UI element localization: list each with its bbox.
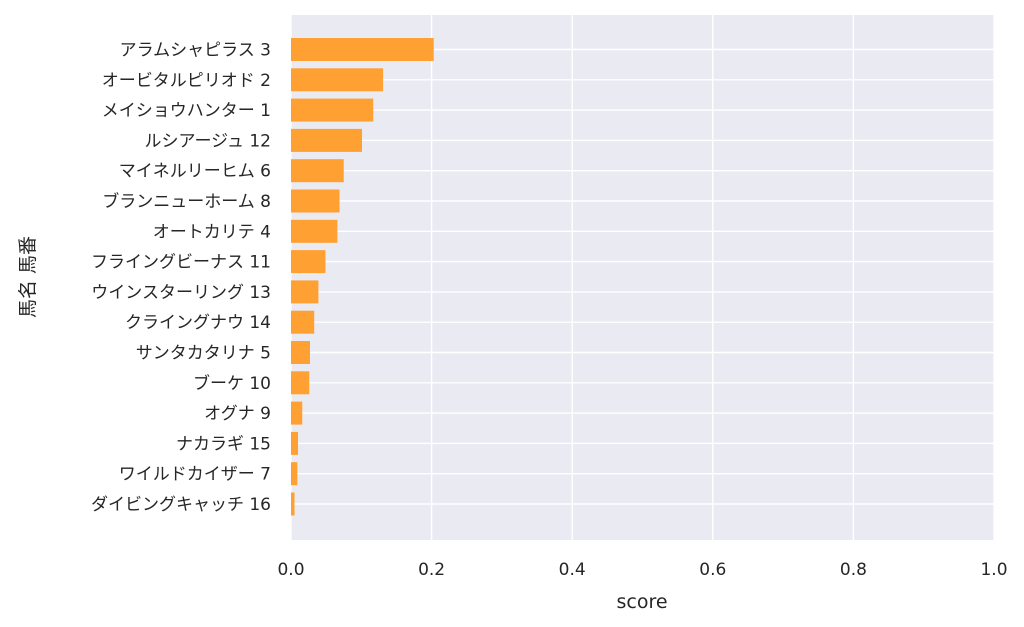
y-axis-title: 馬名 馬番 [17, 236, 39, 318]
x-tick-label: 0.8 [840, 560, 867, 580]
bar [291, 371, 310, 395]
bar [291, 68, 384, 92]
y-tick-label: オグナ 9 [204, 404, 271, 424]
bars [291, 38, 434, 516]
bar [291, 462, 298, 486]
x-tick-label: 1.0 [980, 560, 1007, 580]
bar [291, 431, 299, 455]
x-axis-title: score [616, 591, 667, 613]
y-tick-label: ナカラギ 15 [176, 434, 271, 454]
bar [291, 401, 303, 425]
y-tick-label: メイショウハンター 1 [102, 101, 271, 121]
y-tick-label: クライングナウ 14 [125, 313, 271, 333]
x-tick-label: 0.2 [418, 560, 445, 580]
y-tick-label: ブーケ 10 [193, 373, 271, 394]
bar [291, 280, 319, 304]
y-tick-label: フライングビーナス 11 [91, 253, 271, 273]
y-tick-label: ルシアージュ 12 [145, 131, 272, 151]
x-tick-label: 0.4 [559, 560, 586, 580]
bar [291, 98, 374, 122]
y-tick-label: ウインスターリング 13 [91, 283, 271, 303]
x-tick-label: 0.0 [277, 560, 304, 580]
y-tick-label: マイネルリーヒム 6 [119, 162, 271, 182]
y-tick-label: ブランニューホーム 8 [102, 191, 271, 212]
bar [291, 492, 295, 516]
bar [291, 38, 434, 61]
y-tick-label: アラムシャピラス 3 [120, 41, 271, 61]
bar [291, 128, 363, 152]
bar [291, 219, 338, 243]
bar [291, 341, 310, 364]
bar [291, 250, 326, 274]
y-tick-label: サンタカタリナ 5 [136, 344, 271, 364]
bar [291, 189, 340, 213]
y-tick-labels: アラムシャピラス 3 オービタルピリオド 2 メイショウハンター 1 ルシアージュ 1… [91, 41, 271, 516]
y-tick-label: オービタルピリオド 2 [102, 71, 271, 91]
bar [291, 159, 344, 183]
y-tick-label: ワイルドカイザー 7 [119, 465, 271, 485]
bar [291, 310, 315, 334]
gridlines [290, 15, 995, 540]
x-tick-label: 0.6 [699, 560, 726, 580]
y-tick-label: ダイビングキャッチ 16 [91, 495, 271, 515]
y-tick-label: オートカリテ 4 [153, 222, 271, 242]
plot-area-background [291, 15, 994, 540]
x-tick-labels: 0.0 0.2 0.4 0.6 0.8 1.0 [277, 560, 1007, 580]
